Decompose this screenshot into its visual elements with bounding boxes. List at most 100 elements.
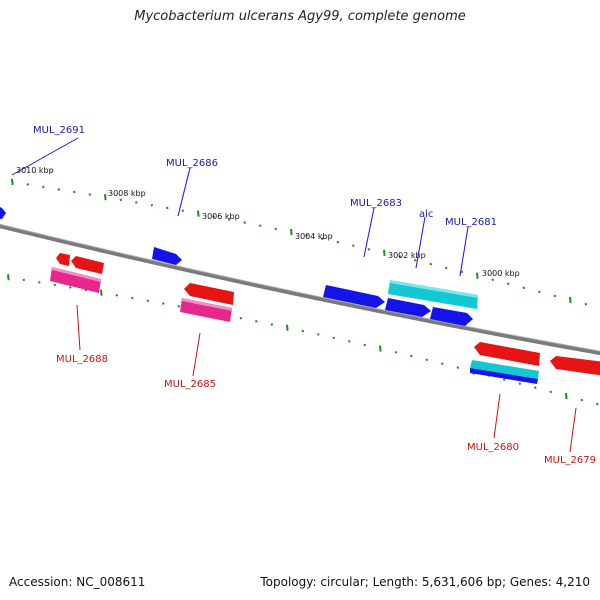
minor-tick xyxy=(119,198,123,202)
minor-tick xyxy=(584,302,588,306)
minor-tick xyxy=(367,247,371,251)
minor-tick xyxy=(239,316,243,320)
minor-tick xyxy=(410,354,413,358)
minor-tick xyxy=(57,188,61,191)
minor-tick xyxy=(445,266,448,270)
minor-tick xyxy=(596,402,599,406)
gene-blue-2680[interactable] xyxy=(470,368,538,384)
minor-tick xyxy=(534,386,537,389)
major-tick xyxy=(383,249,386,256)
label-mul-2688[interactable]: MUL_2688 xyxy=(56,354,108,365)
major-tick xyxy=(104,194,107,201)
tick-label-3000: 3000 kbp xyxy=(482,269,520,278)
tick-label-3010: 3010 kbp xyxy=(16,166,54,175)
tick-label-3002: 3002 kbp xyxy=(388,251,426,260)
minor-tick xyxy=(507,282,510,286)
minor-tick xyxy=(348,340,351,343)
tick-label-3008: 3008 kbp xyxy=(108,189,146,198)
gene-red-2685[interactable] xyxy=(184,283,234,305)
major-tick xyxy=(7,274,10,281)
minor-tick xyxy=(460,270,464,274)
gene-mul-2681-arrow[interactable] xyxy=(430,307,473,326)
minor-tick xyxy=(73,190,76,194)
minor-tick xyxy=(332,336,336,340)
minor-tick xyxy=(394,350,398,354)
minor-tick xyxy=(243,221,247,224)
minor-tick xyxy=(131,296,134,300)
minor-tick xyxy=(301,329,305,333)
label-mul-2685[interactable]: MUL_2685 xyxy=(164,379,216,390)
minor-tick xyxy=(305,234,309,237)
minor-tick xyxy=(42,185,45,189)
label-mul-2683[interactable]: MUL_2683 xyxy=(350,198,402,209)
gene-blue-2682-arrow[interactable] xyxy=(385,298,431,317)
gene-red-small-1[interactable] xyxy=(56,253,70,266)
minor-tick xyxy=(580,398,584,402)
minor-tick xyxy=(491,278,495,282)
minor-tick xyxy=(26,183,30,186)
gene-mul-2683-arrow[interactable] xyxy=(323,285,385,308)
major-tick xyxy=(100,289,103,296)
major-tick xyxy=(565,392,568,400)
minor-tick xyxy=(115,294,119,297)
minor-tick xyxy=(162,302,165,305)
minor-tick xyxy=(255,320,258,323)
label-mul-2679[interactable]: MUL_2679 xyxy=(544,455,596,466)
label-alc[interactable]: alc xyxy=(419,209,433,220)
gene-mul-2691-arrow[interactable] xyxy=(0,206,6,219)
minor-tick xyxy=(503,378,506,381)
minor-tick xyxy=(270,323,274,326)
minor-tick xyxy=(177,305,181,308)
minor-tick xyxy=(146,299,150,303)
minor-tick xyxy=(166,206,169,210)
minor-tick xyxy=(53,283,57,287)
minor-tick xyxy=(518,382,522,385)
minor-tick xyxy=(38,281,41,284)
minor-tick xyxy=(549,390,553,394)
minor-tick xyxy=(317,333,320,336)
minor-tick xyxy=(274,227,278,231)
outer-tick-track xyxy=(11,178,588,306)
inner-tick-track xyxy=(7,274,599,406)
minor-tick xyxy=(441,362,444,365)
gene-red-small-2[interactable] xyxy=(71,256,104,274)
major-tick xyxy=(11,178,14,186)
minor-tick xyxy=(228,218,231,221)
minor-tick xyxy=(150,203,154,207)
minor-tick xyxy=(414,259,417,262)
minor-tick xyxy=(429,262,433,266)
gene-alc-bar[interactable] xyxy=(388,280,478,309)
gene-mul-2686-arrow[interactable] xyxy=(152,247,182,265)
minor-tick xyxy=(352,244,355,247)
label-mul-2686[interactable]: MUL_2686 xyxy=(166,158,218,169)
gene-red-2679[interactable] xyxy=(550,356,600,376)
major-tick xyxy=(290,228,293,236)
minor-tick xyxy=(398,255,402,258)
minor-tick xyxy=(321,237,324,241)
tick-label-3006: 3006 kbp xyxy=(202,212,240,221)
accession-text: Accession: NC_008611 xyxy=(9,575,146,589)
label-mul-2691[interactable]: MUL_2691 xyxy=(33,125,85,136)
gene-mul-2685-bar[interactable] xyxy=(180,298,232,322)
genome-backbone xyxy=(0,224,600,356)
minor-tick xyxy=(212,215,216,218)
minor-tick xyxy=(538,290,541,294)
label-mul-2680[interactable]: MUL_2680 xyxy=(467,442,519,453)
minor-tick xyxy=(336,240,340,244)
tick-label-3004: 3004 kbp xyxy=(295,232,333,241)
minor-tick xyxy=(88,193,92,196)
minor-tick xyxy=(69,286,72,289)
major-tick xyxy=(569,296,572,304)
minor-tick xyxy=(425,358,429,362)
minor-tick xyxy=(135,201,138,204)
map-title: Mycobacterium ulcerans Agy99, complete g… xyxy=(134,9,466,24)
minor-tick xyxy=(22,278,26,282)
label-mul-2681[interactable]: MUL_2681 xyxy=(445,217,497,228)
gene-red-2680[interactable] xyxy=(474,342,540,366)
major-tick xyxy=(286,324,289,331)
major-tick xyxy=(476,272,479,279)
gene-mul-2688-bar[interactable] xyxy=(50,267,101,293)
gene-cyan-2680[interactable] xyxy=(470,360,539,379)
minor-tick xyxy=(456,366,460,369)
